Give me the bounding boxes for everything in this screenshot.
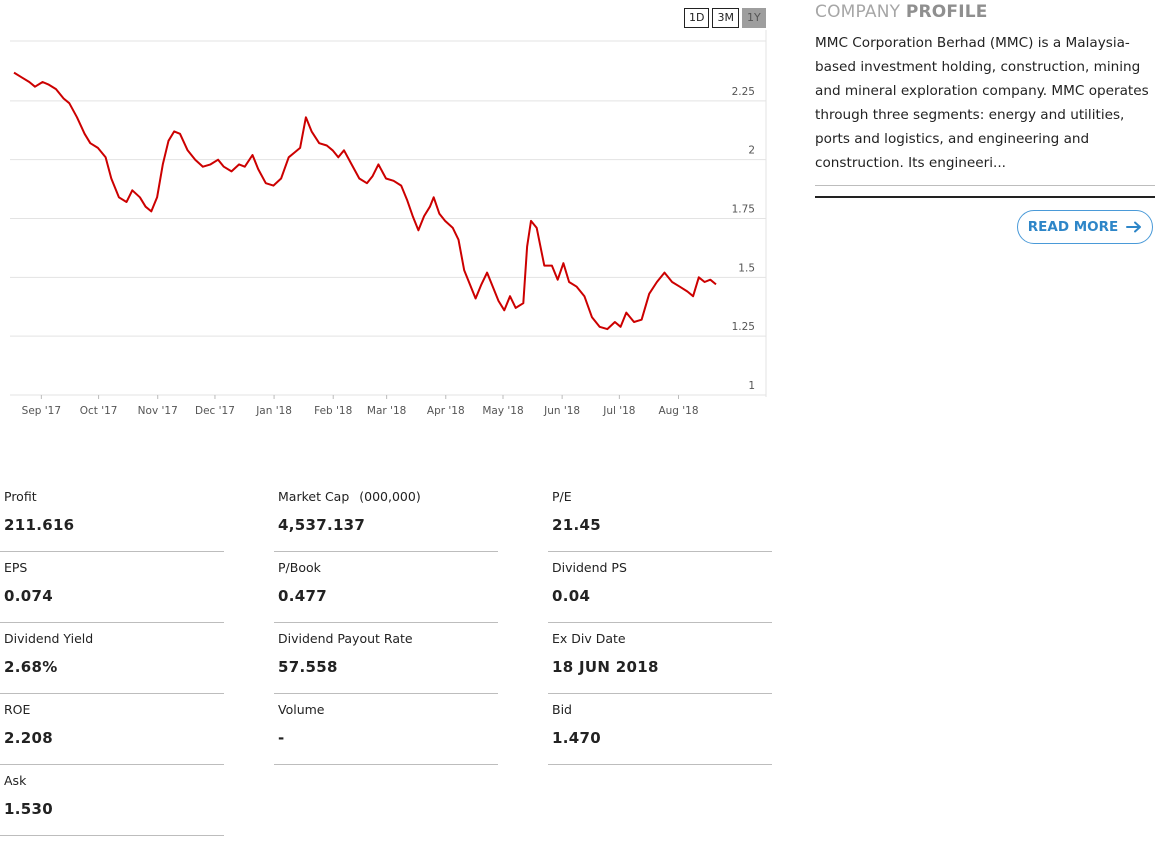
read-more-button[interactable]: READ MORE: [1017, 210, 1153, 244]
stat-label: Ex Div Date: [552, 631, 626, 646]
stat-value: 1.470: [552, 729, 601, 747]
price-chart: 2.25 2 1.75 1.5 1.25 1 Sep '17 Oct '17 Nov '17 De…: [10, 30, 767, 417]
divider: [548, 764, 772, 765]
y-tick-label: 1.25: [732, 321, 755, 333]
stat-profit: Profit 211.616: [0, 480, 224, 552]
stat-label: EPS: [4, 560, 28, 575]
profile-title-bold: PROFILE: [905, 2, 988, 22]
x-tick-label: Jul '18: [602, 405, 635, 417]
y-tick-label: 1.5: [738, 262, 755, 274]
divider: [274, 622, 498, 623]
stat-label: Dividend Payout Rate: [278, 631, 413, 646]
stat-ex-div-date: Ex Div Date 18 JUN 2018: [548, 622, 772, 694]
profile-title-light: COMPANY: [815, 2, 901, 22]
x-tick-label: Nov '17: [138, 405, 178, 417]
profile-title: COMPANY PROFILE: [815, 2, 1155, 22]
x-tick-label: Jun '18: [543, 405, 580, 417]
divider: [815, 185, 1155, 186]
x-tick-label: Apr '18: [427, 405, 465, 417]
range-3m-button[interactable]: 3M: [712, 8, 739, 28]
stat-pe: P/E 21.45: [548, 480, 772, 552]
company-profile: COMPANY PROFILE MMC Corporation Berhad (…: [815, 2, 1155, 244]
divider: [0, 622, 224, 623]
stat-ask: Ask 1.530: [0, 764, 224, 836]
y-tick-label: 2.25: [732, 86, 755, 98]
stat-value: 2.68%: [4, 658, 58, 676]
stat-pbook: P/Book 0.477: [274, 551, 498, 623]
stat-market-cap: Market Cap (000,000) 4,537.137: [274, 480, 498, 552]
divider: [0, 693, 224, 694]
stat-label: Profit: [4, 489, 37, 504]
x-tick-label: Feb '18: [314, 405, 352, 417]
stat-value: 2.208: [4, 729, 53, 747]
stat-value: 0.477: [278, 587, 327, 605]
x-tick-label: Oct '17: [80, 405, 118, 417]
y-tick-label: 1: [748, 380, 755, 392]
divider: [274, 693, 498, 694]
stat-label: Bid: [552, 702, 572, 717]
stat-value: 0.074: [4, 587, 53, 605]
divider: [548, 551, 772, 552]
stat-label: Ask: [4, 773, 27, 788]
divider: [274, 551, 498, 552]
x-tick-label: Sep '17: [22, 405, 61, 417]
stat-eps: EPS 0.074: [0, 551, 224, 623]
range-1d-button[interactable]: 1D: [684, 8, 710, 28]
divider: [0, 551, 224, 552]
stat-value: 21.45: [552, 516, 601, 534]
stat-dividend-payout: Dividend Payout Rate 57.558: [274, 622, 498, 694]
divider: [0, 835, 224, 836]
stat-label: Market Cap (000,000): [278, 489, 421, 504]
stat-label: Dividend Yield: [4, 631, 94, 646]
x-tick-label: Mar '18: [367, 405, 406, 417]
x-tick-label: May '18: [482, 405, 523, 417]
x-tick-label: Aug '18: [658, 405, 698, 417]
range-selector: 1D 3M 1Y: [684, 8, 766, 28]
stat-dividend-yield: Dividend Yield 2.68%: [0, 622, 224, 694]
range-1y-button[interactable]: 1Y: [741, 8, 766, 28]
arrow-right-icon: [1126, 221, 1142, 233]
stat-label-text: Market Cap: [278, 489, 350, 504]
stat-roe: ROE 2.208: [0, 693, 224, 765]
divider: [548, 693, 772, 694]
profile-description: MMC Corporation Berhad (MMC) is a Malays…: [815, 35, 1149, 171]
stat-value: 57.558: [278, 658, 338, 676]
divider: [274, 764, 498, 765]
stat-value: 0.04: [552, 587, 591, 605]
x-tick-label: Jan '18: [255, 405, 292, 417]
stat-bid: Bid 1.470: [548, 693, 772, 765]
divider: [815, 196, 1155, 198]
stat-label: ROE: [4, 702, 31, 717]
y-tick-label: 2: [748, 145, 755, 157]
stat-value: 18 JUN 2018: [552, 658, 659, 676]
stat-value: 1.530: [4, 800, 53, 818]
stat-value: 4,537.137: [278, 516, 366, 534]
stat-label: P/Book: [278, 560, 321, 575]
stat-volume: Volume -: [274, 693, 498, 765]
stat-label: Volume: [278, 702, 325, 717]
x-tick-label: Dec '17: [195, 405, 235, 417]
y-tick-label: 1.75: [732, 204, 755, 216]
stat-value: 211.616: [4, 516, 75, 534]
stat-label: Dividend PS: [552, 560, 627, 575]
stat-dividend-ps: Dividend PS 0.04: [548, 551, 772, 623]
price-line: [13, 71, 717, 331]
stat-label: P/E: [552, 489, 572, 504]
stat-value: -: [278, 729, 285, 747]
read-more-label: READ MORE: [1027, 219, 1119, 235]
divider: [0, 764, 224, 765]
stat-unit: (000,000): [359, 489, 421, 504]
divider: [548, 622, 772, 623]
